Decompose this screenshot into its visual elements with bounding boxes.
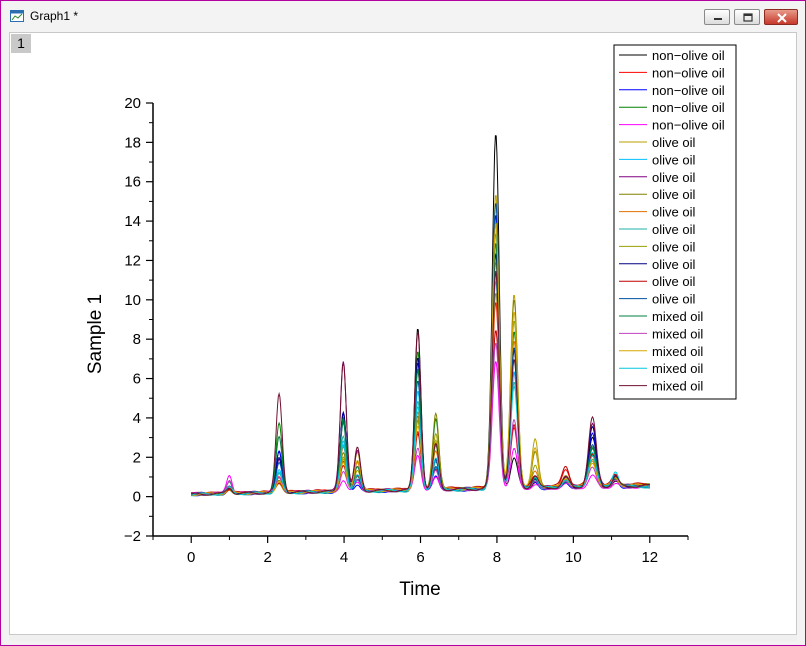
legend-label: olive oil xyxy=(652,135,695,150)
series-line xyxy=(191,281,650,496)
restore-icon xyxy=(743,13,753,22)
legend-label: olive oil xyxy=(652,205,695,220)
legend-label: olive oil xyxy=(652,257,695,272)
legend-label: mixed oil xyxy=(652,326,703,341)
axes: 0 2 4 6 8 10 12 −2 0 2 4 6 8 10 12 14 16 18 20 xyxy=(124,95,689,566)
x-tick-label: 4 xyxy=(340,549,348,566)
legend-label: olive oil xyxy=(652,170,695,185)
legend-label: mixed oil xyxy=(652,361,703,376)
y-tick-label: 2 xyxy=(133,449,141,466)
y-tick-label: 8 xyxy=(133,331,141,348)
minimize-icon xyxy=(714,18,722,20)
legend-label: mixed oil xyxy=(652,379,703,394)
y-tick-label: 20 xyxy=(124,95,141,112)
series-lines xyxy=(191,135,650,497)
legend-label: olive oil xyxy=(652,152,695,167)
y-axis-label: Sample 1 xyxy=(85,294,106,374)
x-tick-label: 10 xyxy=(565,549,582,566)
legend-label: mixed oil xyxy=(652,344,703,359)
x-tick-label: 12 xyxy=(641,549,658,566)
close-button[interactable] xyxy=(764,9,798,25)
y-tick-label: 14 xyxy=(124,213,141,230)
y-tick-label: 12 xyxy=(124,252,141,269)
series-line xyxy=(191,233,650,497)
close-icon xyxy=(777,13,787,23)
maximize-button[interactable] xyxy=(734,9,760,25)
legend-label: non−olive oil xyxy=(652,100,725,115)
legend-label: mixed oil xyxy=(652,309,703,324)
x-tick-label: 0 xyxy=(187,549,195,566)
y-tick-label: −2 xyxy=(124,528,141,545)
y-tick-label: 4 xyxy=(133,410,141,427)
series-line xyxy=(191,273,650,496)
legend-label: olive oil xyxy=(652,187,695,202)
legend-label: non−olive oil xyxy=(652,118,725,133)
x-tick-label: 6 xyxy=(416,549,424,566)
y-tick-label: 0 xyxy=(133,489,141,506)
legend-label: non−olive oil xyxy=(652,48,725,63)
minimize-button[interactable] xyxy=(704,9,730,25)
status-strip xyxy=(9,635,797,641)
title-bar[interactable]: Graph1 * xyxy=(1,1,805,31)
y-tick-label: 10 xyxy=(124,292,141,309)
legend-label: non−olive oil xyxy=(652,65,725,80)
y-tick-label: 6 xyxy=(133,371,141,388)
graph-window-icon xyxy=(10,10,24,22)
x-tick-label: 2 xyxy=(263,549,271,566)
legend: non−olive oil non−olive oil non−olive oil n… xyxy=(613,44,737,400)
legend-label: olive oil xyxy=(652,274,695,289)
layer-tab[interactable]: 1 xyxy=(11,34,31,53)
y-tick-label: 18 xyxy=(124,134,141,151)
legend-label: olive oil xyxy=(652,292,695,307)
series-line xyxy=(191,343,650,496)
y-tick-label: 16 xyxy=(124,174,141,191)
legend-box[interactable] xyxy=(613,44,737,400)
x-axis-label: Time xyxy=(399,579,441,600)
line-chart[interactable]: 0 2 4 6 8 10 12 −2 0 2 4 6 8 10 12 14 16 18 20 Sample 1 Ti… xyxy=(10,33,796,634)
window-title: Graph1 * xyxy=(30,9,79,23)
graph-page[interactable]: 1 0 2 4 6 8 10 12 −2 0 2 4 6 8 10 12 14 16 18 20 Sample 1 … xyxy=(9,32,797,635)
legend-label: olive oil xyxy=(652,239,695,254)
legend-label: olive oil xyxy=(652,222,695,237)
x-tick-label: 8 xyxy=(493,549,501,566)
legend-label: non−olive oil xyxy=(652,83,725,98)
